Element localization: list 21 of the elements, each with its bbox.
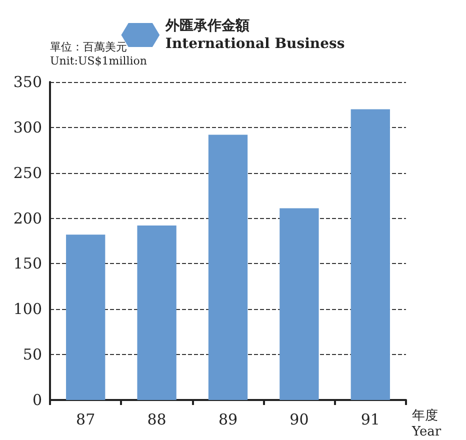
y-tick-label: 250	[13, 164, 42, 182]
x-tick-label: 91	[360, 410, 380, 428]
bar	[350, 109, 390, 400]
y-tick-label: 200	[13, 209, 42, 228]
bar	[280, 208, 319, 400]
y-tick-label: 50	[22, 346, 42, 364]
x-tick-label: 89	[218, 410, 238, 428]
y-tick-label: 300	[13, 118, 42, 136]
y-tick-label: 0	[32, 391, 42, 409]
y-tick-label: 150	[13, 254, 42, 273]
bar	[66, 234, 106, 400]
legend-label: 外匯承作金額 International Business	[164, 17, 345, 52]
x-axis-title: 年度 Year	[411, 408, 442, 440]
x-tick-label: 90	[290, 410, 309, 428]
x-tick-label: 88	[147, 410, 166, 428]
x-tick-label: 87	[76, 410, 96, 428]
bar	[137, 226, 176, 400]
y-tick-label: 100	[13, 300, 42, 318]
y-axis-title: 單位：百萬美元 Unit:US$1million	[50, 40, 148, 68]
y-tick-label: 350	[13, 73, 42, 91]
bar	[208, 134, 248, 400]
